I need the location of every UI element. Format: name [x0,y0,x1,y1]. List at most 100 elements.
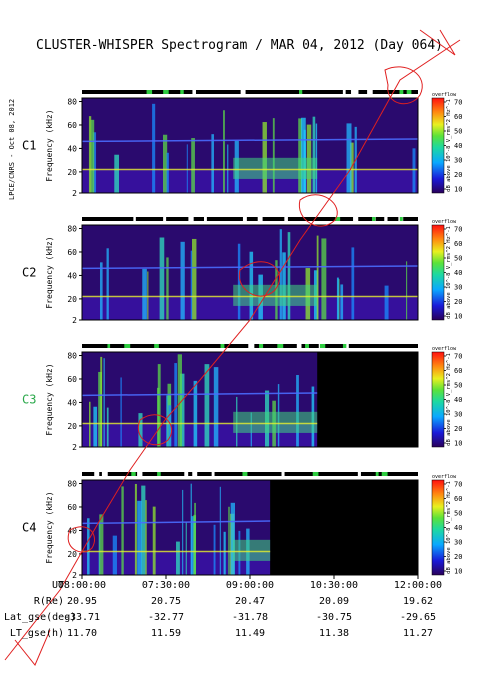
colorbar-tick-label: 70 [454,481,462,489]
status-gap [133,217,136,221]
intense-emission [233,157,318,179]
red-annotation-stroke [384,66,423,105]
emission-spike [193,514,197,575]
colorbar-label: dB above 10^-8 V_rms^2 Hz^-1 [446,226,452,319]
status-gap [184,472,189,476]
colorbar-tick-label: 70 [454,99,462,107]
ephemeris-row-label: UT [51,580,64,591]
panel-label-C2: C2 [22,266,36,280]
emission-spike [100,356,103,447]
colorbar-tick-label: 40 [454,269,462,277]
status-gap [384,217,388,221]
colorbar-tick-label: 60 [454,113,462,121]
colorbar-tick-label: 50 [454,128,462,136]
no-data-region-C3 [317,352,418,447]
status-gap [220,344,225,348]
emission-spike [120,377,122,447]
status-gap [137,472,143,476]
y-tick-label: 60 [67,375,77,384]
emission-spike [349,142,354,193]
emission-spike [121,486,124,575]
emission-spike [114,154,120,193]
emission-spike [152,103,156,193]
emission-spike [312,116,316,193]
emission-spike [219,486,221,575]
status-gap [165,90,169,94]
status-gap [157,472,161,476]
y-tick-label: 20 [67,422,77,431]
ephemeris-value: 12:00:00 [393,580,443,591]
ephemeris-value: 10:30:00 [309,580,359,591]
ephemeris-value: 19.62 [402,596,434,607]
colorbar-tick-label: 40 [454,142,462,150]
y-axis-label: Frequency (kHz) [45,363,54,435]
colorbar-tick-label: 70 [454,353,462,361]
chart-title: CLUSTER-WHISPER Spectrogram / MAR 04, 20… [36,38,443,53]
status-gap [312,472,319,476]
ephemeris-row-label: Lat_gse(deg) [4,612,77,623]
colorbar-tick-label: 10 [454,440,462,448]
colorbar-tick-label: 30 [454,411,462,419]
emission-spike [262,122,267,193]
status-gap [188,217,194,221]
emission-spike [321,238,327,320]
emission-spike [230,502,236,575]
colorbar-tick-label: 20 [454,425,462,433]
y-tick-label: 20 [67,550,77,559]
y-axis-label: Frequency (kHz) [45,109,54,181]
emission-spike [316,235,319,320]
ephemeris-row: Lat_gse(deg) -33.71 -32.77 -31.78 -30.75 -29.… [0,612,479,626]
emission-spike [174,363,178,447]
status-gap [284,217,288,221]
emission-spike [338,279,340,320]
ephemeris-row: R(Re) 20.95 20.75 20.47 20.09 19.62 [0,596,479,610]
emission-spike [301,117,306,193]
y-tick-label: 80 [67,352,77,361]
harmonic-line [81,138,419,143]
intense-emission [233,284,318,306]
colorbar-tick-label: 60 [454,367,462,375]
emission-spike [99,262,103,320]
ephemeris-value: 08:00:00 [57,580,107,591]
emission-spike [137,500,142,575]
status-gap [342,344,347,348]
ephemeris-row: LT_gse(h) 11.70 11.59 11.49 11.38 11.27 [0,628,479,642]
status-gap [146,90,153,94]
emission-spike [213,524,216,575]
panel-frame-C1 [81,97,419,194]
colorbar-tick-label: 30 [454,284,462,292]
status-gap [399,217,403,221]
emission-spike [157,364,161,447]
status-gap [367,90,371,94]
harmonic-line [81,265,419,270]
colorbar-tick-label: 30 [454,539,462,547]
ephemeris-value: -29.65 [399,612,437,623]
status-gap [242,472,248,476]
colorbar-caption: overflow [432,92,457,98]
status-gap [353,90,359,94]
y-tick-label: 2 [72,316,77,325]
ephemeris-value: -30.75 [315,612,353,623]
status-gap [131,472,136,476]
status-gap [163,217,167,221]
emission-spike [90,119,95,193]
status-gap [124,344,131,348]
emission-spike [180,373,185,447]
status-gap [406,90,412,94]
status-gap [192,472,198,476]
ephemeris-value: 11.70 [66,628,98,639]
emission-spike [145,500,147,575]
y-tick-label: 60 [67,248,77,257]
colorbar-label: dB above 10^-8 V_rms^2 Hz^-1 [446,99,452,192]
colorbar-label: dB above 10^-8 V_rms^2 Hz^-1 [446,353,452,446]
status-gap [257,217,263,221]
harmonic-line [81,520,271,525]
intense-emission [233,411,318,433]
status-gap [305,344,309,348]
colorbar-tick-label: 20 [454,553,462,561]
emission-spike [298,118,302,193]
colorbar-tick-label: 50 [454,382,462,390]
status-gap [94,472,100,476]
status-gap [319,344,326,348]
